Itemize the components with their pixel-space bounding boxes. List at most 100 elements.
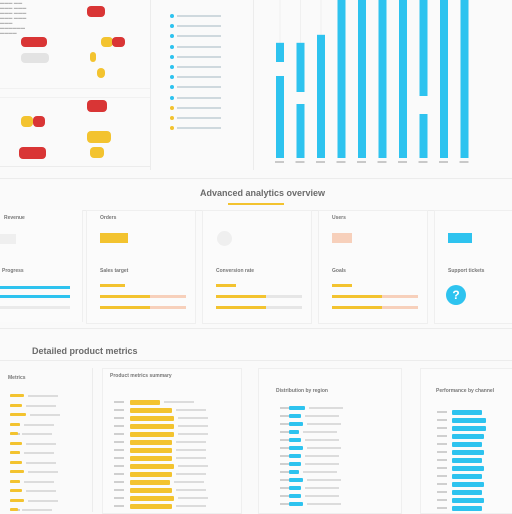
list-item-line [177,76,221,79]
row-bar [289,478,303,482]
row-bar [130,496,174,501]
row-label [437,419,447,421]
row-bar [452,418,486,423]
row-bar-track [30,414,60,416]
row-label [437,459,447,461]
status-pill-yellow [21,116,33,127]
progress-bar-track [382,306,418,309]
row-bar-track [28,471,58,473]
row-bar [452,458,482,463]
row-bar [10,498,24,502]
row-bar [10,422,20,426]
row-label [114,497,124,499]
list-bullet-icon [170,126,174,131]
row-bar-track [26,442,56,445]
progress-label: ▬▬▬ ▬▬▬ [0,5,27,10]
list-item-line [177,117,221,119]
help-badge[interactable]: ? [446,285,466,305]
row-bar-track [303,431,337,433]
row-bar-track [164,401,194,403]
row-bar [130,456,172,461]
row-bar [10,413,26,416]
row-label [280,479,290,481]
row-bar [10,394,24,397]
progress-bar [216,306,266,309]
row-label [437,467,447,469]
row-bar [130,504,172,509]
status-pill-red [112,37,125,47]
kpi-card-support [434,210,512,324]
list-bullet-icon [170,65,174,69]
status-pill-red [87,6,105,17]
row-bar [452,466,484,471]
row-bar [289,454,301,458]
row-bar [452,482,484,487]
row-bar-track [176,441,206,443]
row-label [437,507,447,509]
row-bar [10,460,22,464]
progress-bar-track [150,306,186,309]
status-pill-red [21,37,47,47]
row-label [280,423,290,425]
row-bar-track [28,395,58,397]
row-bar [452,426,486,431]
kpi-card-caption: Conversion rate [216,268,255,274]
chart-bar [358,0,366,158]
row-label [280,463,290,465]
row-bar-track [305,439,339,441]
help-badge-label: ▬▬▬▬▬▬ [0,25,26,30]
progress-bar-track [0,306,70,309]
kpi-card-row: Revenue Progress Orders ▬▬▬ ▬▬ Sales tar… [0,0,512,324]
row-bar [289,470,299,474]
row-label [114,457,124,459]
kpi-card-caption: Goals [332,268,346,274]
row-bar [289,462,301,466]
row-bar-track [24,480,54,483]
kpi-card-conversion [202,210,312,324]
list-item-line [177,15,221,17]
progress-label: ▬▬▬ ▬▬▬ [0,10,27,15]
row-bar-track [26,404,56,407]
list-item-line [177,66,221,68]
row-bar [10,489,22,492]
row-bar-track [22,433,52,435]
section-title: Detailed product metrics [32,346,138,356]
kpi-card-label: Orders [100,215,117,221]
panel [258,368,402,514]
progress-bar-track [266,306,302,309]
row-bar [452,442,482,447]
kpi-card-label: Revenue [4,215,25,221]
row-label [437,443,447,445]
x-tick-label [418,161,428,163]
row-bar [10,432,18,435]
x-tick-label [357,161,366,163]
row-bar-track [176,505,206,507]
row-label [280,415,290,417]
kpi-card-caption: Support tickets [448,268,485,274]
progress-bar [216,295,266,298]
row-label [114,489,124,491]
list-bullet-icon [170,44,174,49]
row-bar [130,448,172,453]
row-label [114,401,124,403]
chart-bar [419,0,428,158]
list-bullet-icon [170,24,174,29]
row-bar-track [176,449,206,451]
kpi-card-caption: Sales target [100,268,129,274]
chart-bar [378,0,387,158]
row-bar-track [305,495,339,497]
row-bar-track [176,473,206,475]
row-bar [289,406,305,410]
row-bar-track [305,455,339,457]
row-label [280,407,290,409]
row-bar [452,434,484,439]
row-bar-track [305,487,339,489]
row-label [114,425,124,427]
row-label [280,447,290,449]
row-bar [289,422,303,426]
list-item-line [177,96,221,99]
x-tick-label [275,161,284,163]
panel-title: Performance by channel [436,388,495,394]
row-bar [10,441,22,445]
row-bar [10,451,20,454]
